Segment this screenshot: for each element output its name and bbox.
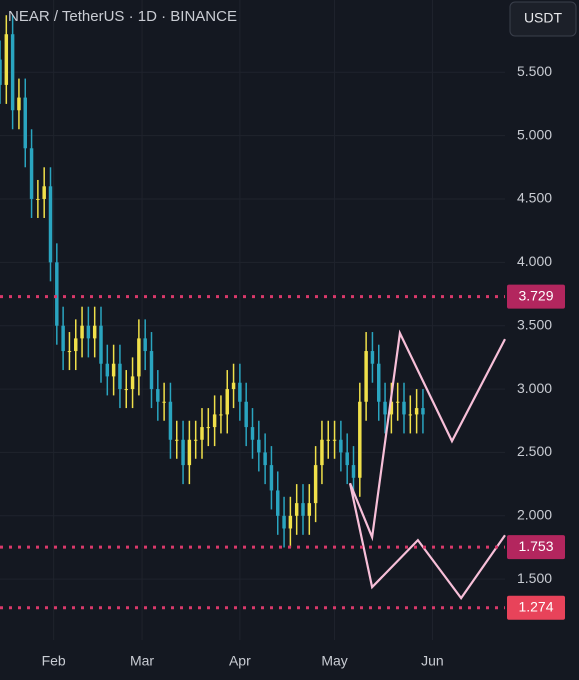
candle-body	[358, 401, 362, 478]
candle-body	[0, 59, 2, 85]
level-label: 1.274	[518, 599, 553, 615]
candle-body	[288, 515, 293, 529]
y-tick-label: 5.000	[517, 126, 552, 142]
candle-body	[42, 186, 46, 199]
candle-body	[187, 439, 192, 466]
x-tick-label: Feb	[42, 653, 66, 669]
candle-body	[118, 363, 122, 390]
grid	[0, 0, 505, 640]
candle-body	[370, 351, 375, 364]
level-label-bg	[507, 535, 565, 560]
y-tick-label: 3.000	[517, 380, 552, 396]
projection-line	[349, 329, 506, 542]
y-tick-label: 2.000	[517, 507, 552, 523]
x-tick-label: Mar	[130, 653, 154, 669]
candle-body	[244, 401, 248, 428]
y-tick-label: 5.500	[517, 63, 552, 79]
candle-body	[36, 198, 40, 200]
candle-body	[414, 408, 419, 415]
candle-body	[156, 389, 160, 402]
candle-body	[402, 401, 406, 415]
candle-body	[48, 186, 53, 263]
candle-body	[92, 325, 97, 339]
y-tick-label: 2.500	[517, 443, 552, 459]
candle-body	[276, 490, 280, 516]
candle-body	[377, 363, 381, 402]
level-label: 3.729	[518, 287, 553, 303]
candle-body	[17, 97, 21, 111]
candle-body	[10, 34, 15, 111]
candle-body	[332, 439, 337, 441]
chart-title: NEAR / TetherUS · 1D · BINANCE	[8, 8, 237, 25]
candle-body	[99, 325, 103, 364]
candle-body	[105, 363, 110, 377]
candle-body	[206, 427, 211, 429]
y-tick-label: 4.000	[517, 253, 552, 269]
candle-body	[320, 439, 324, 466]
level-label: 1.753	[518, 538, 553, 554]
candle-body	[307, 503, 312, 516]
x-tick-label: Jun	[421, 653, 444, 669]
candle-body	[74, 338, 78, 352]
candle-body	[80, 325, 84, 339]
candle-body	[162, 401, 166, 403]
candle-body	[301, 503, 305, 516]
candle-body	[143, 338, 147, 352]
candle-body	[219, 414, 223, 416]
x-tick-label: Apr	[229, 653, 251, 669]
projection-line	[348, 483, 506, 601]
candle-body	[351, 465, 356, 478]
candle-body	[294, 503, 299, 516]
candle-body	[67, 351, 72, 353]
candle-body	[23, 97, 27, 149]
level-label-bg	[507, 284, 565, 309]
plot	[0, 15, 506, 610]
candle-body	[181, 439, 185, 466]
candle-body	[282, 515, 286, 529]
y-tick-label: 1.500	[517, 570, 552, 586]
candle-body	[193, 439, 198, 441]
candle-body	[389, 401, 394, 415]
candle-body	[55, 262, 59, 326]
candle-body	[130, 376, 135, 390]
candle-body	[86, 325, 91, 339]
candle-body	[238, 382, 242, 402]
candle-body	[326, 439, 330, 441]
candle-body	[395, 401, 400, 403]
level-label-bg	[507, 595, 565, 620]
candle-body	[408, 414, 413, 416]
x-tick-label: May	[321, 653, 347, 669]
candle-body	[29, 148, 34, 199]
candle-body	[4, 34, 9, 85]
y-tick-label: 3.500	[517, 316, 552, 332]
candle-body	[421, 408, 425, 415]
candle-body	[383, 401, 387, 415]
currency-button[interactable]: USDT	[524, 10, 563, 26]
candle-body	[269, 465, 274, 491]
candle-body	[231, 382, 236, 390]
candle-body	[175, 439, 179, 441]
candle-body	[225, 389, 229, 415]
candle-body	[313, 465, 318, 504]
candle-body	[250, 427, 255, 440]
candle-body	[257, 439, 261, 453]
candle-body	[168, 401, 173, 440]
candle-body	[364, 351, 368, 402]
candle-body	[345, 452, 349, 466]
candle-body	[339, 439, 343, 453]
y-tick-label: 4.500	[517, 190, 552, 206]
currency-button-bg[interactable]	[509, 1, 577, 37]
candle-body	[111, 363, 116, 377]
candle-body	[263, 452, 267, 466]
candle-body	[212, 414, 217, 428]
candle-body	[200, 427, 204, 440]
candle-body	[61, 325, 65, 352]
candle-body	[149, 351, 154, 390]
candle-body	[124, 389, 128, 391]
candle-body	[137, 338, 141, 377]
